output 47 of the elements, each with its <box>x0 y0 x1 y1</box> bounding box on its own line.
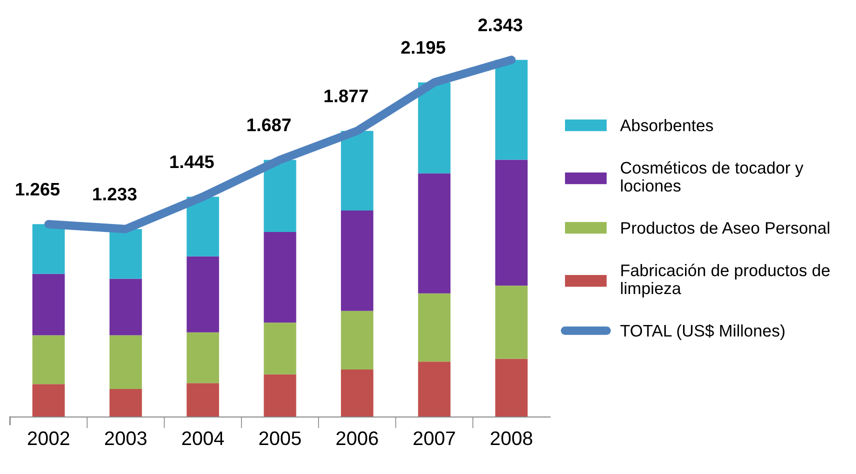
bar <box>110 335 142 389</box>
x-tick-label: 2006 <box>336 431 378 446</box>
bar <box>340 210 374 311</box>
bar <box>110 229 142 279</box>
data-label: 1.445 <box>170 156 214 168</box>
bar <box>32 335 65 384</box>
bar <box>418 82 450 174</box>
bar <box>418 293 450 362</box>
legend-label: Fabricación de productos de limpieza <box>621 264 830 298</box>
bar <box>264 160 296 232</box>
x-tick-label: 2007 <box>414 431 455 446</box>
x-tick-label: 2005 <box>259 431 301 446</box>
bar <box>418 173 450 294</box>
x-tick-label: 2004 <box>182 431 224 446</box>
x-tick-label: 2002 <box>28 431 70 446</box>
bar <box>186 196 220 256</box>
data-label: 2.195 <box>401 41 446 54</box>
x-tick-label: 2008 <box>490 431 532 446</box>
bar <box>340 369 374 417</box>
bar <box>186 332 220 384</box>
legend-label: TOTAL (US$ Millones) <box>620 324 784 340</box>
bar <box>340 130 374 210</box>
data-label: 2.343 <box>478 18 522 32</box>
x-tick-label: 2003 <box>105 431 146 446</box>
bar <box>340 310 374 370</box>
bar <box>32 224 65 274</box>
bar <box>495 286 528 359</box>
legend-label: Absorbentes <box>620 119 713 132</box>
data-label: 1.877 <box>324 90 368 102</box>
bar <box>495 358 528 417</box>
bar <box>495 60 528 160</box>
legend-label: Cosméticos de tocador y lociones <box>620 161 804 192</box>
bar <box>495 160 528 286</box>
data-label: 1.233 <box>93 188 137 201</box>
bar <box>264 322 296 374</box>
bar <box>32 274 65 336</box>
data-label: 1.265 <box>16 182 60 196</box>
bar <box>110 388 142 417</box>
bar <box>418 362 450 417</box>
bar <box>186 383 220 417</box>
legend-label: Productos de Aseo Personal <box>621 222 830 234</box>
bar <box>32 384 65 417</box>
bar <box>264 374 296 417</box>
bar <box>110 278 142 336</box>
bar <box>264 232 296 323</box>
data-label: 1.687 <box>247 118 291 132</box>
bar <box>186 256 220 332</box>
